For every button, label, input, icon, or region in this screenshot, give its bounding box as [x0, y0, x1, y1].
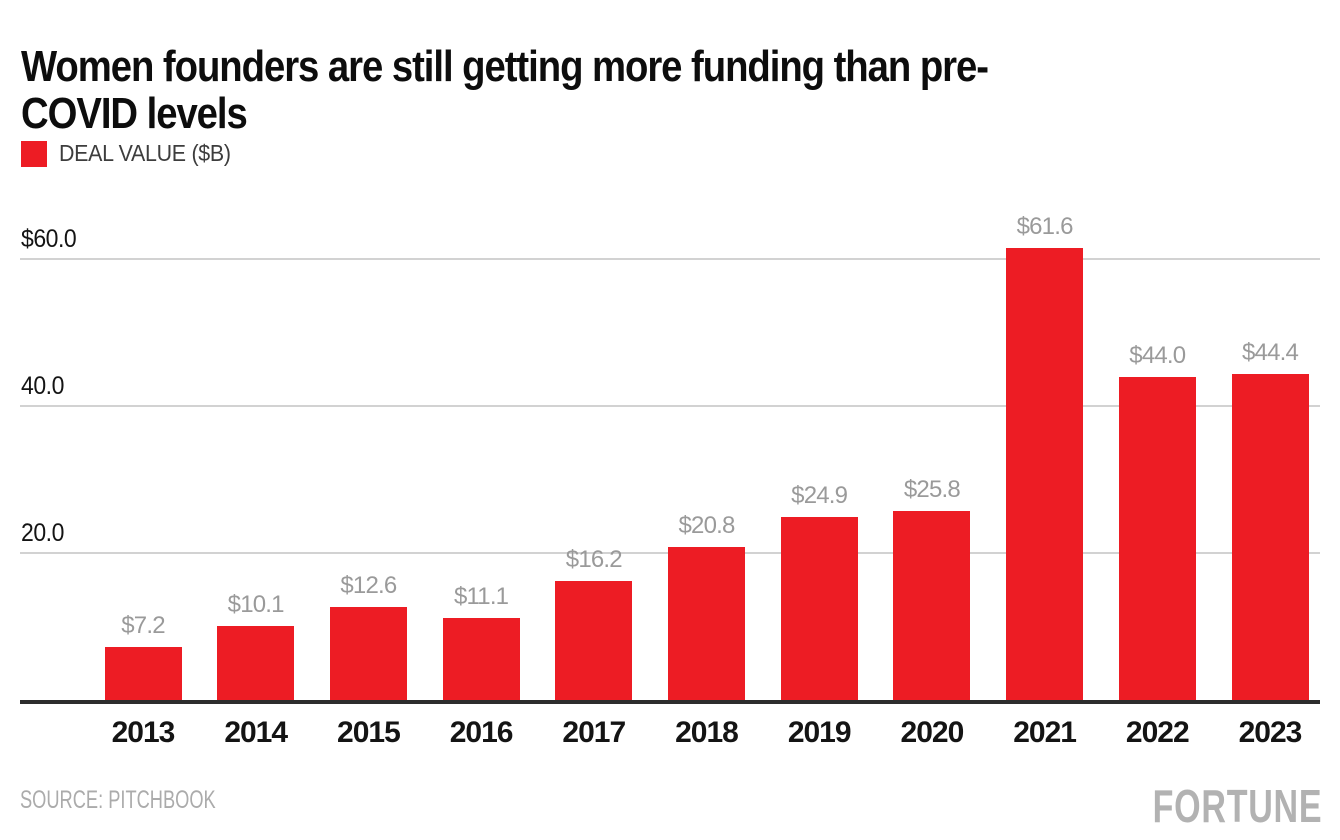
x-axis-label-2022: 2022: [1125, 716, 1190, 749]
gridline-40: [20, 405, 1320, 408]
bar-2017: [555, 581, 633, 700]
chart-title-line-2: COVID levels: [21, 89, 248, 139]
y-tick-label-40: 40.0: [21, 372, 64, 401]
chart-legend: DEAL VALUE ($B): [21, 140, 244, 167]
value-label-2018: $20.8: [678, 512, 735, 539]
legend-swatch-red: [21, 140, 47, 167]
value-label-2023: $44.4: [1241, 339, 1299, 366]
bar-chart: 20.0 40.0 $60.0 $7.2 $10.1 $12.6 $11.1 $16.2 $20…: [20, 213, 1320, 750]
x-axis-label-2023: 2023: [1238, 716, 1303, 749]
bar-2015: [329, 607, 407, 700]
value-label-2021: $61.6: [1016, 213, 1074, 240]
value-label-2020: $25.8: [903, 476, 961, 503]
value-label-2022: $44.0: [1129, 342, 1186, 369]
value-label-2019: $24.9: [791, 482, 848, 509]
bar-2018: [668, 547, 745, 700]
x-axis-label-2019: 2019: [787, 716, 852, 749]
chart-title: Women founders are still getting more fu…: [21, 42, 989, 139]
plot-area: 20.0 40.0 $60.0 $7.2 $10.1 $12.6 $11.1 $16.2 $20…: [20, 213, 1320, 704]
x-axis-label-2017: 2017: [562, 716, 626, 749]
value-label-2014: $10.1: [227, 591, 285, 618]
y-tick-label-60: $60.0: [21, 225, 77, 254]
legend-label: DEAL VALUE ($B): [59, 140, 231, 166]
source-credit: SOURCE: PITCHBOOK: [20, 786, 216, 814]
x-axis-label-2013: 2013: [111, 716, 176, 749]
bar-2023: [1231, 374, 1309, 700]
value-label-2016: $11.1: [453, 583, 509, 610]
bar-2014: [217, 626, 295, 700]
chart-title-line-1: Women founders are still getting more fu…: [21, 42, 989, 92]
x-axis-line: [20, 700, 1320, 704]
x-axis-label-2018: 2018: [675, 716, 739, 749]
gridline-60: [20, 258, 1320, 261]
bar-2016: [442, 618, 520, 700]
bar-2013: [104, 647, 182, 700]
bar-2019: [780, 517, 858, 700]
fortune-logo: FORTUNE: [1152, 780, 1322, 832]
bar-2021: [1006, 248, 1084, 700]
value-label-2013: $7.2: [121, 612, 165, 639]
bar-2022: [1118, 377, 1196, 700]
x-axis-label-2016: 2016: [449, 716, 514, 749]
value-label-2015: $12.6: [340, 572, 397, 599]
x-axis-label-2020: 2020: [900, 716, 965, 749]
value-label-2017: $16.2: [565, 546, 623, 573]
x-axis-label-2015: 2015: [337, 716, 401, 749]
bar-2020: [893, 511, 971, 700]
x-axis-label-2014: 2014: [224, 716, 288, 749]
y-tick-label-20: 20.0: [21, 519, 64, 548]
x-axis-label-2021: 2021: [1013, 716, 1077, 749]
